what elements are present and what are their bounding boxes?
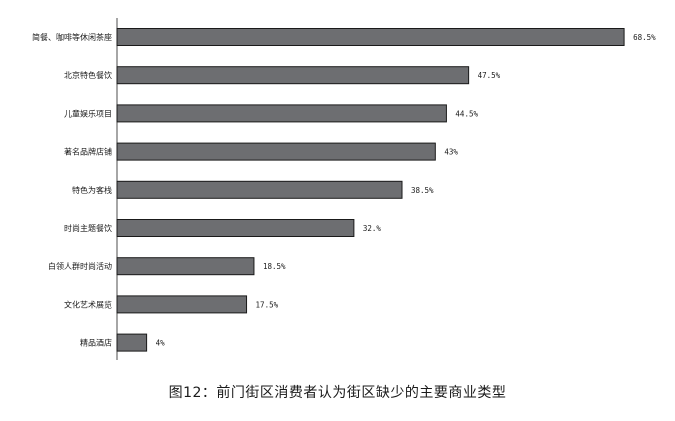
bar [116, 142, 436, 161]
data-label: 4% [156, 339, 166, 348]
bar [116, 104, 447, 123]
category-label: 简餐、咖啡等休闲茶座 [32, 32, 112, 42]
category-label: 儿童娱乐项目 [64, 108, 112, 118]
category-label: 特色为客栈 [72, 185, 112, 195]
bar [116, 180, 403, 199]
category-label: 时尚主题餐饮 [64, 223, 112, 233]
bars-group: 简餐、咖啡等休闲茶座 68.5% 北京特色餐饮 47.5% 儿童娱乐项目 44.5% 著名品… [32, 28, 656, 352]
data-label: 32.% [363, 224, 382, 233]
bar-chart: 简餐、咖啡等休闲茶座 68.5% 北京特色餐饮 47.5% 儿童娱乐项目 44.5% 著名品… [32, 18, 656, 360]
data-label: 18.5% [263, 262, 286, 271]
bar [116, 28, 625, 46]
bar [116, 333, 148, 352]
category-label: 精品酒店 [80, 338, 112, 348]
category-label: 北京特色餐饮 [64, 70, 112, 80]
data-label: 17.5% [256, 300, 279, 309]
bar [116, 219, 355, 237]
data-label: 38.5% [411, 186, 434, 195]
figure-caption: 图12：前门街区消费者认为街区缺少的主要商业类型 [168, 385, 507, 401]
data-label: 68.5% [633, 33, 656, 42]
category-label: 白领人群时尚活动 [48, 261, 112, 271]
data-label: 43% [444, 148, 458, 157]
category-label: 著名品牌店铺 [64, 147, 112, 157]
data-label: 44.5% [455, 109, 478, 118]
bar [116, 295, 248, 314]
bar [116, 66, 470, 85]
bar [116, 257, 255, 276]
data-label: 47.5% [478, 71, 501, 80]
category-label: 文化艺术展览 [64, 299, 112, 309]
